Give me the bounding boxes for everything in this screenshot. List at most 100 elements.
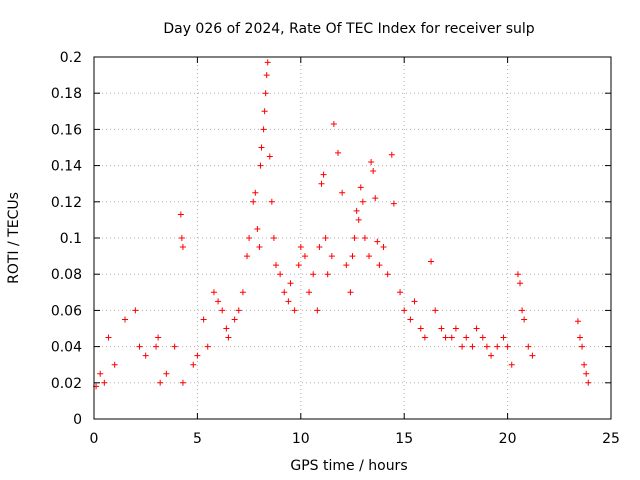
x-tick-label: 0 xyxy=(90,431,99,447)
y-tick-label: 0.2 xyxy=(60,50,82,66)
data-point xyxy=(163,370,170,377)
data-point xyxy=(239,289,246,296)
data-point xyxy=(200,316,207,323)
data-points xyxy=(93,59,592,390)
data-point xyxy=(576,334,583,341)
data-point xyxy=(256,244,263,251)
data-point xyxy=(376,262,383,269)
data-point xyxy=(401,307,408,314)
data-point xyxy=(353,207,360,214)
grid-lines xyxy=(94,57,611,419)
data-point xyxy=(266,153,273,160)
data-point xyxy=(529,352,536,359)
data-point xyxy=(287,280,294,287)
x-tick-label: 10 xyxy=(292,431,310,447)
data-point xyxy=(177,211,184,218)
data-point xyxy=(349,253,356,260)
y-tick-label: 0.02 xyxy=(51,376,82,392)
data-point xyxy=(310,271,317,278)
data-point xyxy=(136,343,143,350)
data-point xyxy=(105,334,112,341)
data-point xyxy=(252,189,259,196)
y-axis-label: ROTI / TECUs xyxy=(6,192,22,284)
data-point xyxy=(479,334,486,341)
x-tick-label: 25 xyxy=(602,431,620,447)
data-point xyxy=(359,198,366,205)
data-point xyxy=(574,318,581,325)
data-point xyxy=(194,352,201,359)
data-point xyxy=(250,198,257,205)
data-point xyxy=(285,298,292,305)
data-point xyxy=(328,253,335,260)
data-point xyxy=(494,343,501,350)
data-point xyxy=(142,352,149,359)
data-point xyxy=(500,334,507,341)
data-point xyxy=(258,144,265,151)
x-tick-label: 20 xyxy=(499,431,517,447)
data-point xyxy=(469,343,476,350)
data-point xyxy=(244,253,251,260)
data-point xyxy=(324,271,331,278)
data-point xyxy=(270,235,277,241)
data-point xyxy=(122,316,129,323)
data-point xyxy=(428,258,435,265)
y-tick-label: 0.04 xyxy=(51,340,82,356)
data-point xyxy=(411,298,418,305)
data-point xyxy=(281,289,288,296)
data-point xyxy=(260,126,267,133)
data-point xyxy=(473,325,480,332)
data-point xyxy=(417,325,424,332)
data-point xyxy=(210,289,217,296)
y-tick-label: 0.14 xyxy=(51,159,82,175)
data-point xyxy=(231,316,238,323)
data-point xyxy=(384,271,391,278)
data-point xyxy=(508,361,515,368)
data-point xyxy=(219,307,226,314)
y-tick-label: 0.08 xyxy=(51,267,82,283)
data-point xyxy=(370,168,377,175)
data-point xyxy=(318,180,325,187)
data-point xyxy=(361,235,368,241)
data-point xyxy=(225,334,232,341)
data-point xyxy=(97,370,104,377)
data-point xyxy=(268,198,275,205)
data-point xyxy=(179,244,186,251)
data-point xyxy=(421,334,428,341)
data-point xyxy=(320,171,327,178)
data-point xyxy=(179,379,186,386)
data-point xyxy=(314,307,321,314)
data-point xyxy=(264,59,271,66)
data-point xyxy=(583,370,590,377)
data-point xyxy=(111,361,118,368)
data-point xyxy=(380,244,387,251)
data-point xyxy=(366,253,373,260)
y-tick-label: 0.1 xyxy=(60,231,82,247)
data-point xyxy=(514,271,521,278)
y-tick-label: 0.18 xyxy=(51,86,82,102)
data-point xyxy=(407,316,414,323)
data-point xyxy=(483,343,490,350)
data-point xyxy=(519,307,526,314)
data-point xyxy=(517,280,524,287)
data-point xyxy=(306,289,313,296)
data-point xyxy=(101,379,108,386)
data-point xyxy=(452,325,459,332)
data-point xyxy=(343,262,350,269)
data-point xyxy=(322,235,329,241)
data-point xyxy=(263,72,270,79)
data-point xyxy=(295,262,302,269)
data-point xyxy=(261,108,268,115)
data-point xyxy=(215,298,222,305)
chart-title: Day 026 of 2024, Rate Of TEC Index for r… xyxy=(163,21,534,37)
data-point xyxy=(397,289,404,296)
data-point xyxy=(155,334,162,341)
x-axis-label: GPS time / hours xyxy=(290,458,407,474)
data-point xyxy=(438,325,445,332)
data-point xyxy=(432,307,439,314)
data-point xyxy=(448,334,455,341)
data-point xyxy=(339,189,346,196)
data-point xyxy=(316,244,323,251)
y-tick-label: 0 xyxy=(73,412,82,428)
data-point xyxy=(585,379,592,386)
data-point xyxy=(351,235,358,241)
